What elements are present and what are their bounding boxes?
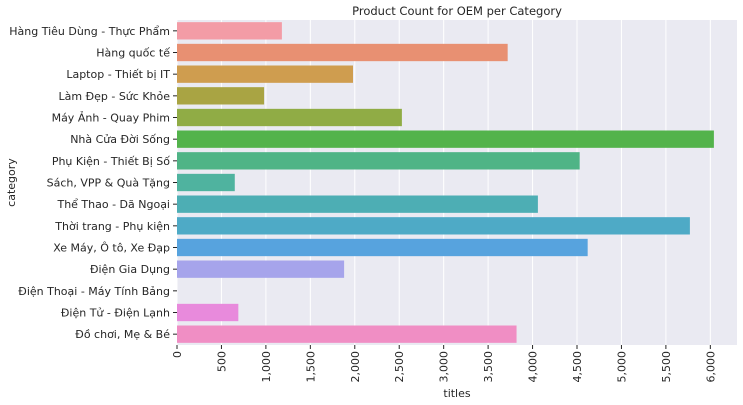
bar bbox=[177, 65, 353, 83]
x-tick-label: 1,500 bbox=[304, 351, 317, 383]
bar bbox=[177, 217, 690, 235]
bar bbox=[177, 130, 714, 148]
bar bbox=[177, 87, 265, 105]
bar bbox=[177, 325, 517, 343]
y-tick-label: Máy Ảnh - Quay Phim bbox=[52, 111, 170, 125]
y-tick-label: Thể Thao - Dã Ngoại bbox=[56, 198, 170, 211]
bar bbox=[177, 195, 538, 213]
y-tick-label: Phụ Kiện - Thiết Bị Số bbox=[52, 155, 170, 168]
y-tick-label: Điện Thoại - Máy Tính Bảng bbox=[18, 285, 170, 298]
bar bbox=[177, 238, 588, 257]
bar bbox=[177, 108, 402, 127]
y-tick-label: Xe Máy, Ô tô, Xe Đạp bbox=[53, 242, 170, 255]
y-tick-label: Laptop - Thiết bị IT bbox=[66, 68, 170, 81]
bar bbox=[177, 173, 235, 192]
x-tick-label: 4,000 bbox=[527, 351, 540, 383]
x-tick-label: 5,000 bbox=[615, 351, 628, 383]
x-tick-label: 0 bbox=[171, 351, 184, 358]
x-tick-label: 1,000 bbox=[260, 351, 273, 383]
y-tick-label: Làm Đẹp - Sức Khỏe bbox=[59, 90, 171, 103]
y-tick-label: Đồ chơi, Mẹ & Bé bbox=[75, 328, 170, 341]
y-tick-label: Hàng quốc tế bbox=[96, 47, 170, 60]
y-tick-label: Hàng Tiêu Dùng - Thực Phẩm bbox=[9, 25, 170, 38]
x-tick-label: 4,500 bbox=[571, 351, 584, 383]
y-tick-label: Thời trang - Phụ kiện bbox=[54, 220, 170, 233]
y-axis-title: category bbox=[5, 158, 18, 207]
x-tick-label: 2,000 bbox=[349, 351, 362, 383]
bar bbox=[177, 152, 580, 170]
chart-title: Product Count for OEM per Category bbox=[352, 4, 562, 18]
x-tick-label: 3,000 bbox=[438, 351, 451, 383]
x-tick-label: 3,500 bbox=[482, 351, 495, 383]
x-tick-label: 2,500 bbox=[393, 351, 406, 383]
y-tick-label: Điện Gia Dụng bbox=[90, 263, 170, 276]
x-axis-title: titles bbox=[443, 387, 471, 400]
x-tick-label: 500 bbox=[215, 351, 228, 372]
bar bbox=[177, 43, 508, 62]
bar bbox=[177, 22, 282, 40]
x-tick-label: 6,000 bbox=[704, 351, 717, 383]
bar bbox=[177, 303, 239, 322]
bar bbox=[177, 260, 345, 278]
y-tick-label: Điện Tử - Điện Lạnh bbox=[61, 307, 170, 320]
y-tick-label: Nhà Cửa Đời Sống bbox=[70, 133, 170, 146]
y-tick-label: Sách, VPP & Quà Tặng bbox=[47, 177, 170, 190]
x-tick-label: 5,500 bbox=[660, 351, 673, 383]
